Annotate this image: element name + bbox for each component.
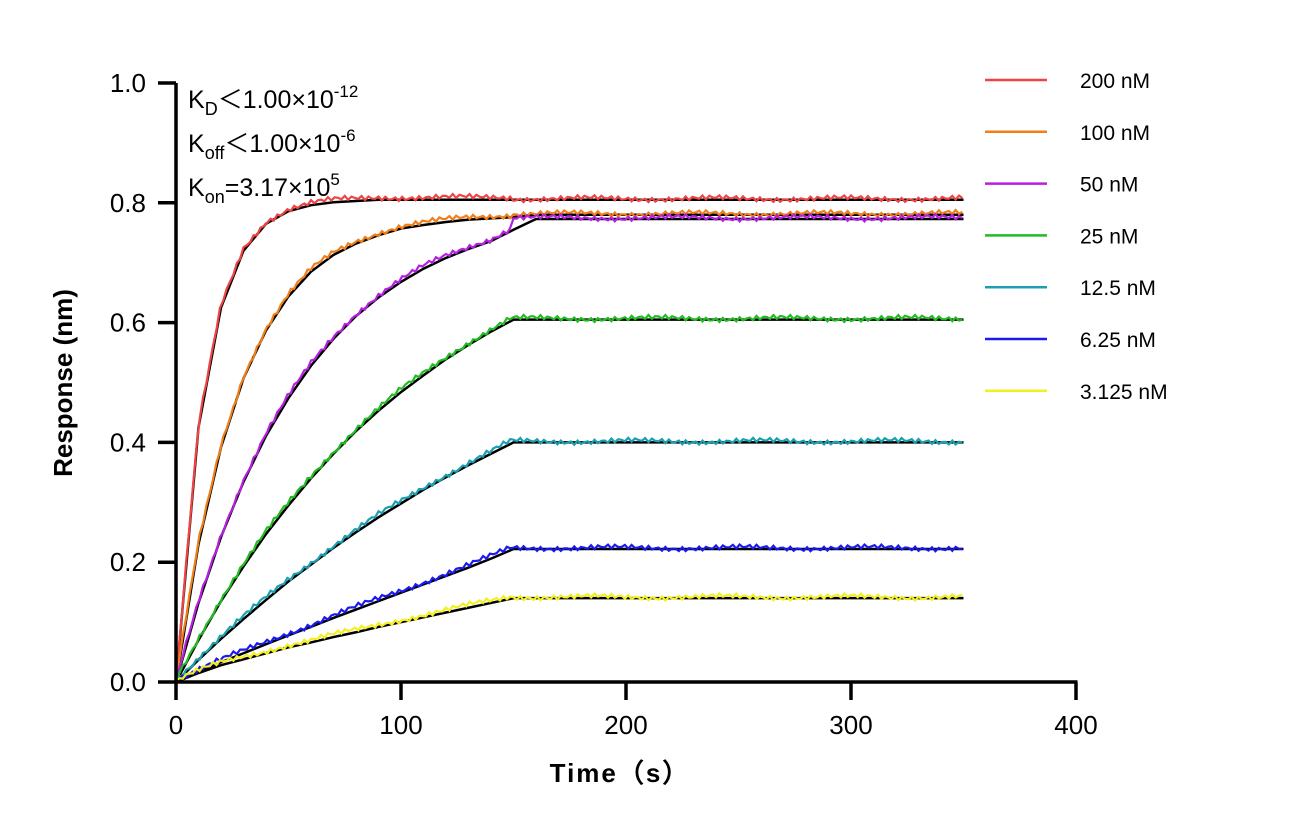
series-line [174,192,964,681]
measured-curves [174,192,964,682]
legend-label: 200 nM [1080,70,1150,93]
x-tick-label: 300 [829,710,872,740]
legend-item: 12.5 nM [985,277,1156,300]
fit-curve [174,318,964,683]
x-axis-label: Time（s） [550,758,691,788]
x-tick-label: 400 [1054,710,1097,740]
y-axis-label: Response (nm) [48,289,78,477]
series-line [175,591,963,682]
fit-curve [175,596,964,684]
fit-curve [174,213,964,683]
y-tick-label: 0.6 [110,308,146,338]
legend-label: 100 nM [1080,122,1150,145]
legend-label: 3.125 nM [1080,381,1168,404]
legend-item: 3.125 nM [985,381,1168,404]
legend-label: 12.5 nM [1080,277,1156,300]
x-tick-label: 100 [379,710,422,740]
legend-item: 100 nM [985,122,1150,145]
series-line [174,212,963,682]
y-tick-label: 0.4 [110,427,146,457]
annotation-line: Kon=3.17×105 [188,170,340,207]
y-tick-label: 0.8 [110,188,146,218]
x-tick-label: 0 [169,710,183,740]
x-tick-label: 200 [604,710,647,740]
series-line [174,208,963,681]
series-line [174,313,963,682]
y-tick-label: 0.2 [110,547,146,577]
y-tick-label: 1.0 [110,68,146,98]
legend-item: 200 nM [985,70,1150,93]
legend-item: 25 nM [985,225,1138,248]
annotation-line: KD＜1.00×10-12 [188,82,358,119]
series-line [175,542,963,682]
fit-curve [175,547,964,684]
legend: 200 nM 100 nM 50 nM 25 nM 12.5 nM 6.25 nM 3.12… [985,70,1168,404]
kinetic-annotations: KD＜1.00×10-12 Koff＜1.00×10-6 Kon=3.17×105 [188,82,358,207]
series-line [175,436,963,682]
legend-label: 6.25 nM [1080,329,1156,352]
legend-label: 50 nM [1080,174,1138,197]
y-tick-label: 0.0 [110,667,146,697]
annotation-line: Koff＜1.00×10-6 [188,126,356,163]
axes: 0 100 200 300 400 0.0 0.2 0.4 0.6 0.8 1.0 [110,68,1098,740]
legend-item: 50 nM [985,174,1138,197]
legend-item: 6.25 nM [985,329,1156,352]
legend-label: 25 nM [1080,225,1138,248]
